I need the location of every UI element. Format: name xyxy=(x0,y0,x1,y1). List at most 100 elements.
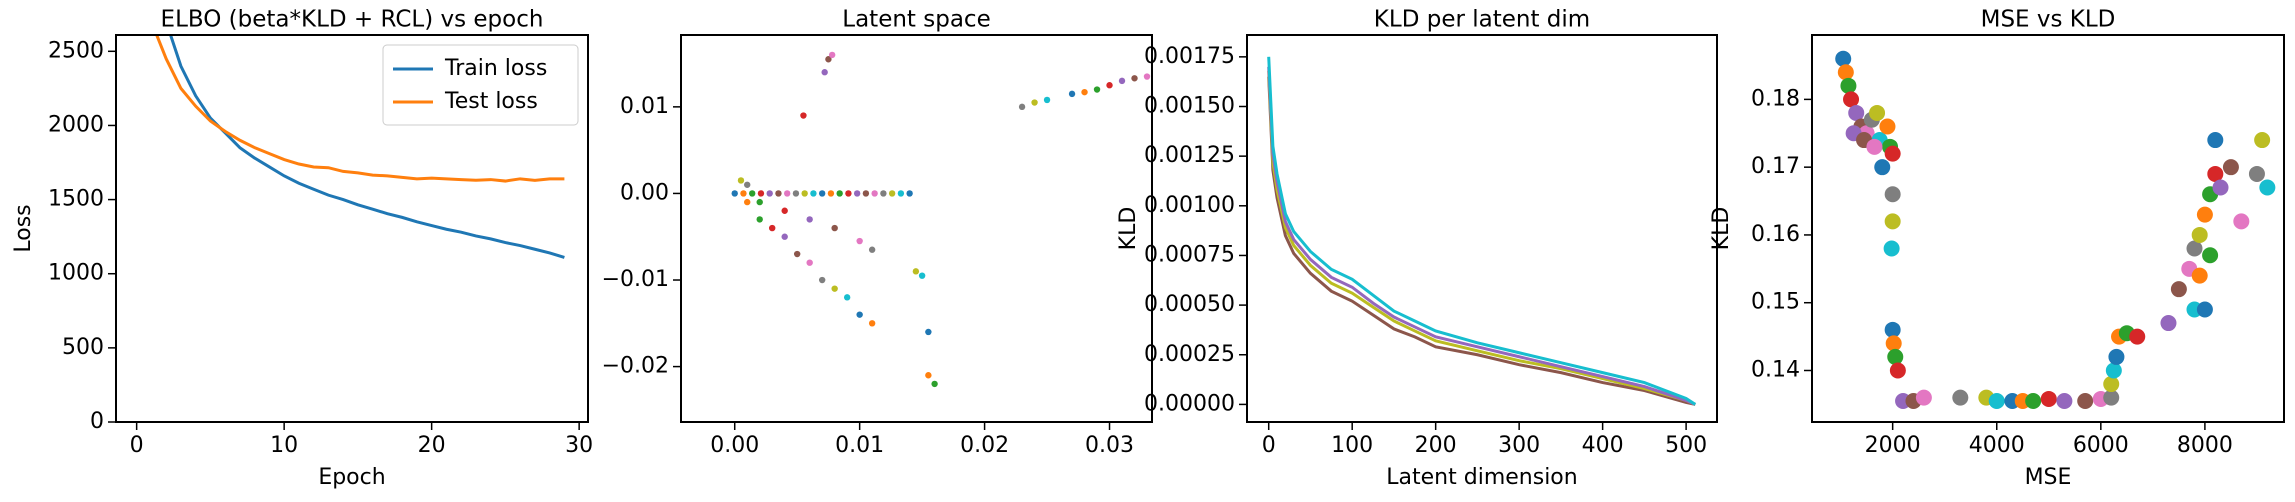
line xyxy=(1267,56,1697,406)
point xyxy=(1885,335,1902,352)
point xyxy=(1848,104,1865,121)
x-tick-label: 0.01 xyxy=(835,433,884,458)
point xyxy=(1835,50,1852,67)
y-tick-label: 1000 xyxy=(48,261,104,286)
x-axis-label: MSE xyxy=(2025,465,2072,490)
point xyxy=(757,190,765,197)
point xyxy=(1068,90,1076,98)
point xyxy=(871,190,878,197)
subplot-title: Latent space xyxy=(842,7,990,33)
point xyxy=(1887,348,1904,365)
point xyxy=(1840,77,1857,94)
x-tick-label: 0 xyxy=(130,433,144,458)
point xyxy=(806,216,813,223)
point xyxy=(1883,240,1900,257)
point xyxy=(2254,132,2271,149)
point xyxy=(2191,226,2208,243)
y-tick-label: 0.00 xyxy=(620,180,669,205)
x-axis-label: Latent dimension xyxy=(1386,465,1577,490)
point xyxy=(897,190,905,197)
y-tick-label: 0.00125 xyxy=(1144,143,1235,168)
point xyxy=(775,190,782,197)
point xyxy=(818,276,826,284)
plot-area xyxy=(731,51,1151,388)
subplot-title: KLD per latent dim xyxy=(1374,7,1590,33)
point xyxy=(1988,392,2005,409)
point xyxy=(756,198,763,206)
x-tick-label: 0 xyxy=(1262,433,1276,458)
y-tick-label: 2000 xyxy=(48,112,104,137)
point xyxy=(825,56,832,63)
point xyxy=(744,198,751,206)
subplot: KLD per latent dim Latent dimension KLD 0 10… xyxy=(1116,7,1718,490)
point xyxy=(744,181,751,188)
point xyxy=(845,190,852,197)
point xyxy=(781,233,788,240)
x-tick-label: 8000 xyxy=(2177,433,2233,458)
point xyxy=(756,216,763,223)
x-tick-label: 100 xyxy=(1331,433,1373,458)
point xyxy=(1118,77,1126,85)
y-tick-label: 0.17 xyxy=(1751,154,1800,179)
subplot-title: MSE vs KLD xyxy=(1981,7,2116,33)
point xyxy=(1843,91,1860,108)
point xyxy=(836,190,843,197)
point xyxy=(912,268,920,275)
point xyxy=(1879,118,1896,135)
axes-frame xyxy=(115,34,589,423)
subplot-title: ELBO (beta*KLD + RCL) vs epoch xyxy=(161,7,544,33)
x-tick-label: 400 xyxy=(1582,433,1624,458)
point xyxy=(853,190,861,197)
point xyxy=(2160,315,2177,332)
point xyxy=(2222,159,2239,176)
x-tick-label: 10 xyxy=(270,433,298,458)
subplot: ELBO (beta*KLD + RCL) vs epoch Epoch Loss 0… xyxy=(11,7,593,491)
y-tick-label: −0.02 xyxy=(602,354,669,379)
point xyxy=(1952,389,1969,406)
plot-area xyxy=(1267,56,1697,406)
y-tick-label: 0.00175 xyxy=(1144,44,1235,69)
point xyxy=(1043,96,1051,104)
x-tick-label: 300 xyxy=(1498,433,1540,458)
point xyxy=(821,69,828,76)
point xyxy=(2129,328,2146,345)
x-tick-label: 0.03 xyxy=(1085,433,1134,458)
x-tick-label: 200 xyxy=(1415,433,1457,458)
y-axis-label: KLD xyxy=(1709,207,1734,251)
point xyxy=(2025,392,2042,409)
y-tick-label: 0.18 xyxy=(1751,86,1800,111)
plot-area xyxy=(1835,50,2276,409)
x-tick-label: 20 xyxy=(418,433,446,458)
point xyxy=(810,190,817,197)
point xyxy=(2212,179,2229,196)
legend-box xyxy=(382,44,579,126)
y-tick-label: 0.00075 xyxy=(1144,242,1235,267)
point xyxy=(2056,392,2073,409)
point xyxy=(1884,145,1901,162)
line xyxy=(1267,70,1696,406)
point xyxy=(918,272,926,279)
point xyxy=(925,328,932,336)
point xyxy=(856,311,863,318)
line xyxy=(1267,66,1696,406)
point xyxy=(1031,99,1038,106)
point xyxy=(828,51,836,59)
point xyxy=(769,224,776,232)
point xyxy=(2259,179,2276,196)
point xyxy=(2202,247,2219,264)
point xyxy=(818,190,826,197)
point xyxy=(862,190,870,197)
point xyxy=(880,190,887,197)
point xyxy=(2103,376,2120,393)
y-tick-label: −0.01 xyxy=(602,267,669,292)
point xyxy=(783,190,791,197)
y-tick-label: 0.00050 xyxy=(1144,292,1235,317)
point xyxy=(2105,362,2122,379)
subplot: Latent space 0.00 0.01 0.02 0.03 −0.02 −0.01 0.… xyxy=(602,7,1153,458)
point xyxy=(1081,88,1088,96)
axes-frame xyxy=(680,34,1153,423)
point xyxy=(2108,348,2125,365)
y-tick-label: 0.00000 xyxy=(1144,391,1235,416)
y-tick-label: 1500 xyxy=(48,187,104,212)
